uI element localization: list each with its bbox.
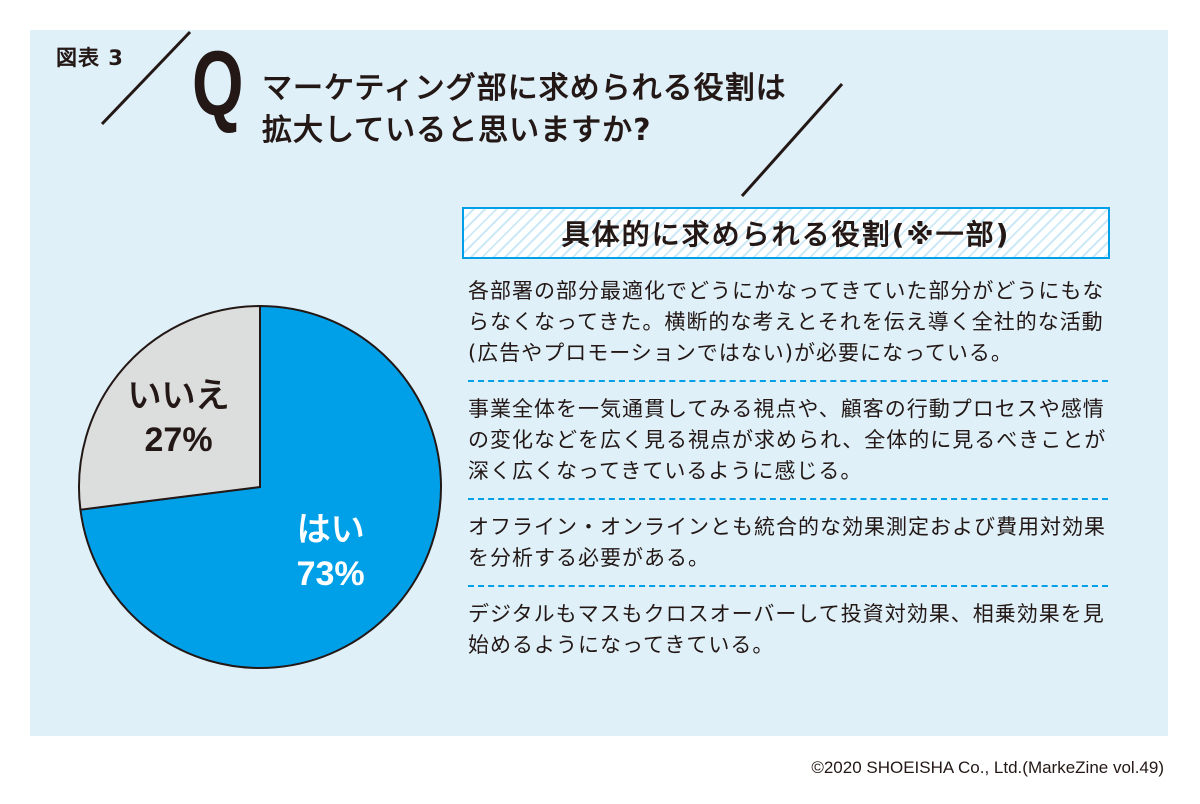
roles-list-item: オフライン・オンラインとも統合的な効果測定および費用対効果を分析する必要がある。 <box>468 500 1108 587</box>
pie-slice-label: いいえ <box>128 377 230 415</box>
divider-slash-right <box>740 83 844 197</box>
pie-slice-label: はい <box>297 511 365 549</box>
pie-slice-value-label: 73% <box>297 555 365 593</box>
pie-chart: はい 73% いいえ 27% <box>78 304 442 669</box>
pie-slice-1 <box>78 304 261 511</box>
question-mark-letter: Q <box>192 33 244 135</box>
roles-heading-text: 具体的に求められる役割(※一部) <box>561 218 1011 251</box>
figure-label: 図表 3 <box>56 46 124 70</box>
roles-heading: 具体的に求められる役割(※一部) <box>462 207 1110 259</box>
roles-list-item: 事業全体を一気通貫してみる視点や、顧客の行動プロセスや感情の変化などを広く見る視… <box>468 382 1108 500</box>
pie-slice-value-label: 27% <box>145 421 213 459</box>
roles-list: 各部署の部分最適化でどうにかなってきていた部分がどうにもならなくなってきた。横断… <box>468 270 1108 672</box>
copyright-footer: ©2020 SHOEISHA Co., Ltd.(MarkeZine vol.4… <box>811 758 1164 777</box>
question-text: マーケティング部に求められる役割は 拡大していると思いますか? <box>262 68 862 152</box>
divider-slash-left <box>100 30 192 126</box>
roles-list-item: デジタルもマスもクロスオーバーして投資対効果、相乗効果を見始めるようになってきて… <box>468 602 1105 657</box>
question-line-2: 拡大していると思いますか? <box>262 113 652 148</box>
roles-list-item: 各部署の部分最適化でどうにかなってきていた部分がどうにもならなくなってきた。横断… <box>468 270 1108 382</box>
question-line-1: マーケティング部に求められる役割は <box>262 71 787 106</box>
